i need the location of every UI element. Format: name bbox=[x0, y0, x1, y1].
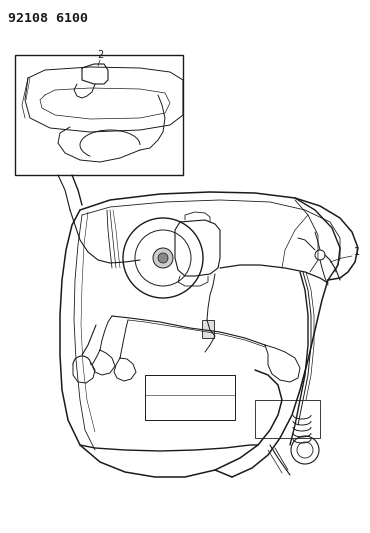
Bar bbox=[15, 55, 183, 175]
Circle shape bbox=[158, 253, 168, 263]
Bar bbox=[202, 320, 214, 338]
Text: 2: 2 bbox=[97, 50, 103, 60]
Circle shape bbox=[153, 248, 173, 268]
Text: 1: 1 bbox=[354, 247, 360, 257]
Text: 92108 6100: 92108 6100 bbox=[8, 12, 88, 25]
Bar bbox=[255, 400, 320, 438]
Bar bbox=[145, 375, 235, 420]
